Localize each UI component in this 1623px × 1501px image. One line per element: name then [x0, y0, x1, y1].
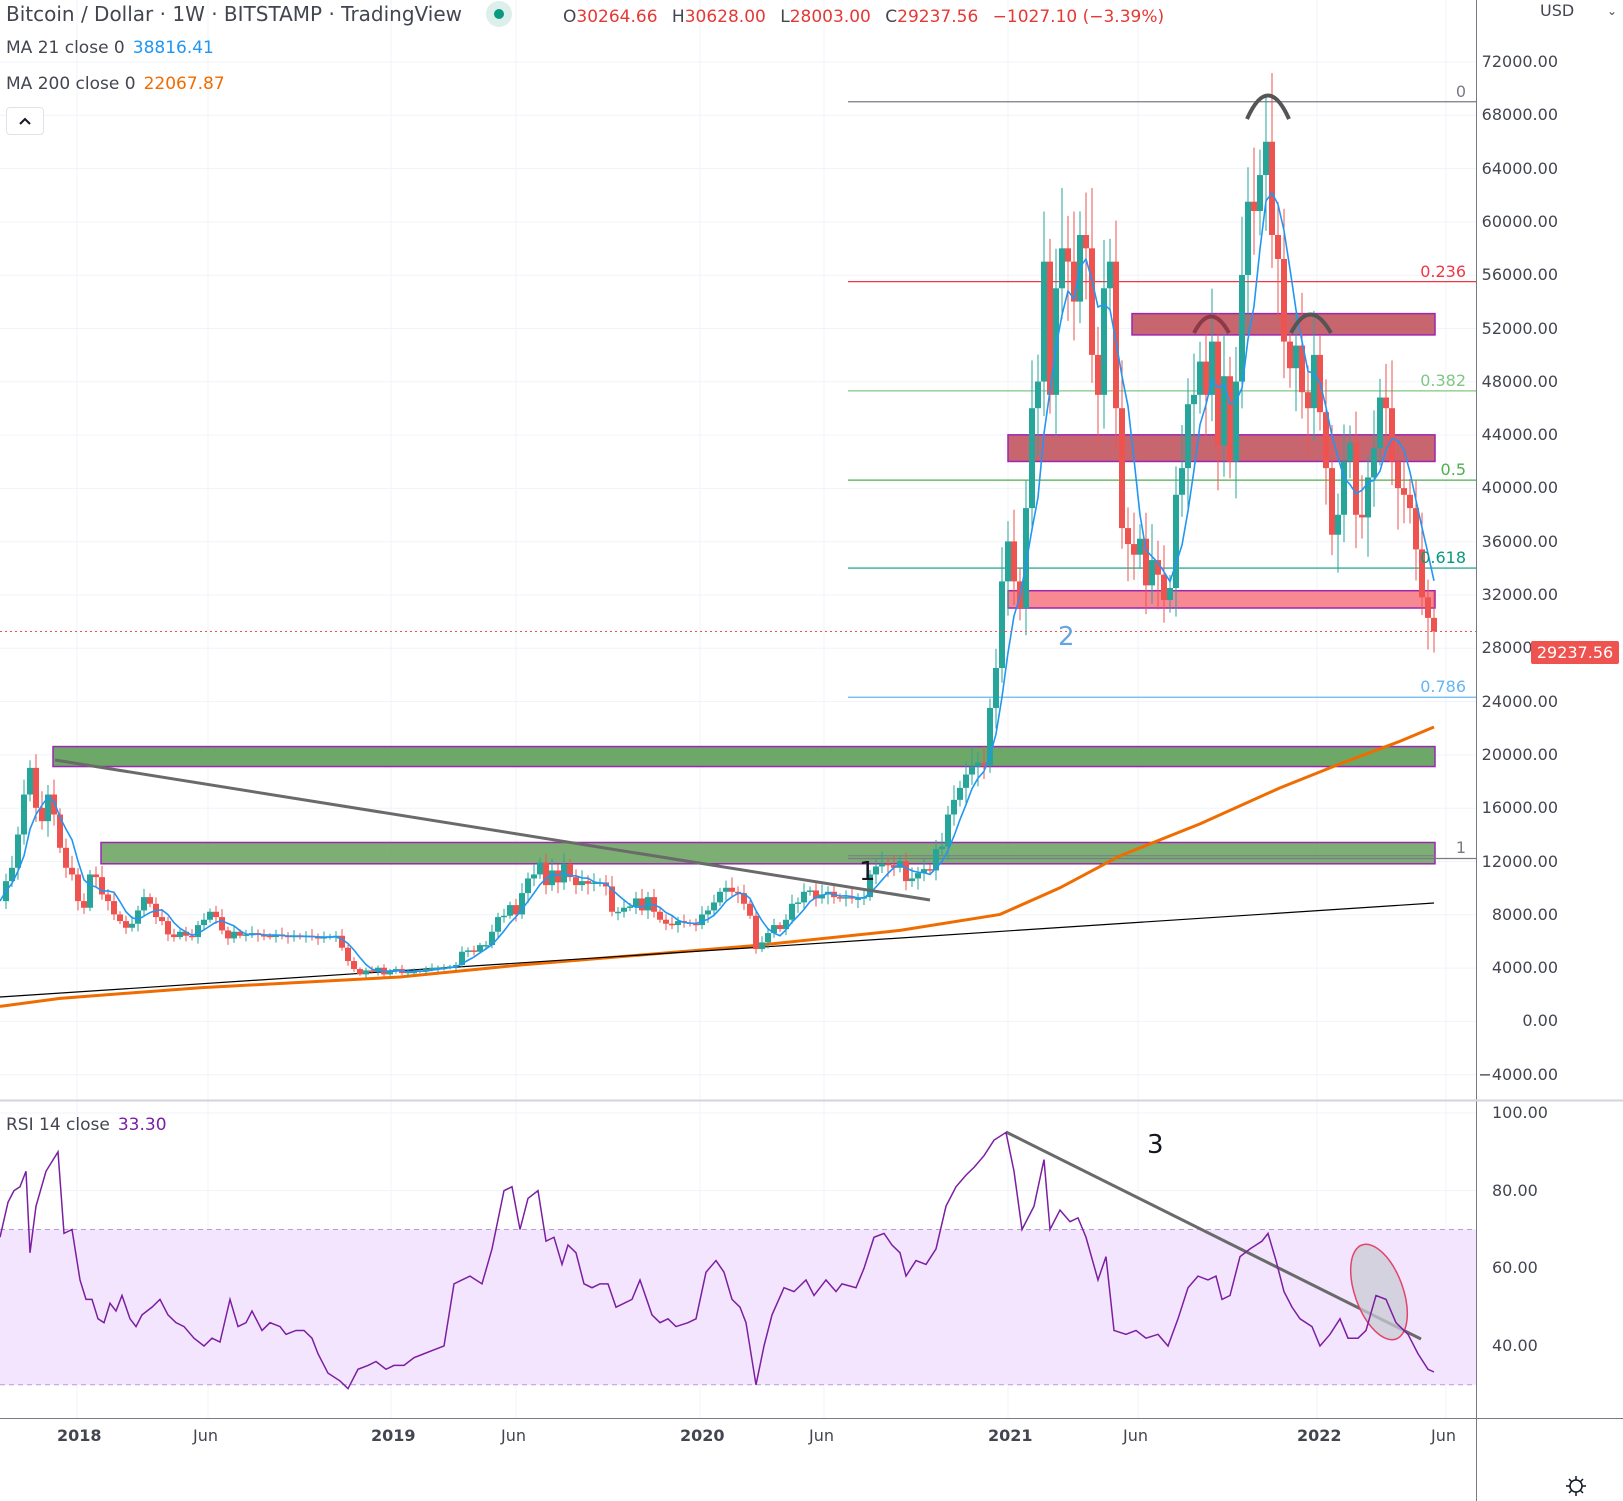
- price-tick: 48000.00: [1481, 371, 1558, 391]
- time-tick: 2022: [1297, 1426, 1342, 1445]
- fib-lines: [848, 101, 1476, 860]
- price-tick: 44000.00: [1481, 425, 1558, 445]
- time-tick: Jun: [501, 1426, 526, 1445]
- time-tick: 2020: [680, 1426, 725, 1445]
- price-tick: 0.00: [1522, 1011, 1558, 1031]
- price-tick: 16000.00: [1481, 798, 1558, 818]
- price-tick: 32000.00: [1481, 585, 1558, 604]
- rsi-band: [0, 1228, 1476, 1386]
- annotation-2: 2: [1058, 622, 1075, 652]
- fib-label-1: 1: [1455, 838, 1466, 858]
- rsi-tick: 80.00: [1492, 1180, 1538, 1200]
- rsi-tick: 60.00: [1492, 1258, 1538, 1278]
- time-tick: 2018: [57, 1426, 102, 1445]
- price-tick: 4000.00: [1491, 958, 1558, 978]
- price-tick: 20000.00: [1481, 744, 1558, 764]
- last-price-tag: 29237.56: [1531, 641, 1619, 664]
- open-label: O: [563, 7, 577, 27]
- low-value: 28003.00: [789, 7, 871, 27]
- ma21-legend[interactable]: MA 21 close 0 38816.41: [6, 38, 214, 58]
- time-tick: 2021: [988, 1426, 1033, 1445]
- price-tick: 72000.00: [1481, 52, 1558, 71]
- fib-label-0-618: 0.618: [1420, 548, 1466, 568]
- price-tick: 12000.00: [1481, 851, 1558, 871]
- price-tick: 24000.00: [1481, 691, 1558, 711]
- time-tick: Jun: [1431, 1426, 1456, 1445]
- fib-label-0-236: 0.236: [1420, 261, 1466, 281]
- time-tick: Jun: [809, 1426, 834, 1445]
- market-status-icon: [486, 0, 513, 27]
- rsi-line: [0, 1131, 1435, 1390]
- ma21-value: 38816.41: [132, 38, 214, 58]
- title-text: Bitcoin / Dollar · 1W · BITSTAMP · Tradi…: [6, 2, 463, 26]
- ma21-label: MA 21 close 0: [6, 38, 125, 58]
- gear-icon: [1566, 1476, 1586, 1496]
- price-tick: 68000.00: [1481, 105, 1558, 125]
- currency-selector[interactable]: USD: [1540, 1, 1574, 20]
- candlesticks: [3, 73, 1437, 978]
- ma200-legend[interactable]: MA 200 close 0 22067.87: [6, 74, 225, 94]
- ohlc-values: O30264.66 H30628.00 L28003.00 C29237.56 …: [563, 7, 1164, 27]
- time-tick: Jun: [1123, 1426, 1148, 1445]
- drawings: [0, 93, 1476, 1341]
- high-value: 30628.00: [684, 7, 766, 27]
- time-tick: 2019: [371, 1426, 416, 1445]
- annotation-1: 1: [859, 857, 876, 887]
- currency-label: USD: [1540, 1, 1575, 20]
- ma200-line: [0, 725, 1435, 1008]
- symbol-title[interactable]: Bitcoin / Dollar · 1W · BITSTAMP · Tradi…: [6, 0, 513, 29]
- rsi-tick: 40.00: [1492, 1335, 1538, 1355]
- time-tick: Jun: [193, 1426, 218, 1445]
- chevron-down-icon[interactable]: ⌄: [1607, 4, 1618, 18]
- rsi-label: RSI 14 close: [6, 1115, 110, 1135]
- price-tick: −4000.00: [1478, 1064, 1558, 1084]
- ma200-value: 22067.87: [143, 74, 225, 94]
- grid-lines: [0, 0, 1476, 1418]
- price-tick: 52000.00: [1481, 318, 1558, 338]
- change-value: −1027.10 (−3.39%): [992, 7, 1165, 27]
- price-tick: 60000.00: [1481, 211, 1558, 231]
- fib-label-0: 0: [1455, 81, 1466, 101]
- price-tick: 56000.00: [1481, 265, 1558, 285]
- low-label: L: [780, 7, 790, 27]
- fib-label-0-5: 0.5: [1440, 460, 1466, 480]
- collapse-legend-button[interactable]: [6, 107, 44, 135]
- ma200-label: MA 200 close 0: [6, 74, 136, 94]
- chevron-up-icon: [19, 117, 31, 125]
- price-tick: 64000.00: [1481, 158, 1558, 178]
- open-value: 30264.66: [576, 7, 658, 27]
- price-tick: 8000.00: [1491, 904, 1558, 924]
- ma21-line: [0, 191, 1435, 973]
- price-tick: 40000.00: [1481, 478, 1558, 498]
- rsi-legend[interactable]: RSI 14 close 33.30: [6, 1115, 167, 1135]
- lower-trendline: [0, 902, 1435, 998]
- high-label: H: [671, 7, 685, 27]
- fib-label-0-786: 0.786: [1420, 677, 1466, 697]
- fib-label-0-382: 0.382: [1420, 370, 1466, 390]
- rsi-value: 33.30: [117, 1115, 167, 1135]
- price-tick: 36000.00: [1481, 531, 1558, 551]
- annotation-3: 3: [1147, 1130, 1164, 1160]
- settings-button[interactable]: [1562, 1472, 1590, 1500]
- rsi-tick: 100.00: [1492, 1103, 1548, 1122]
- close-label: C: [885, 7, 898, 27]
- close-value: 29237.56: [897, 7, 979, 27]
